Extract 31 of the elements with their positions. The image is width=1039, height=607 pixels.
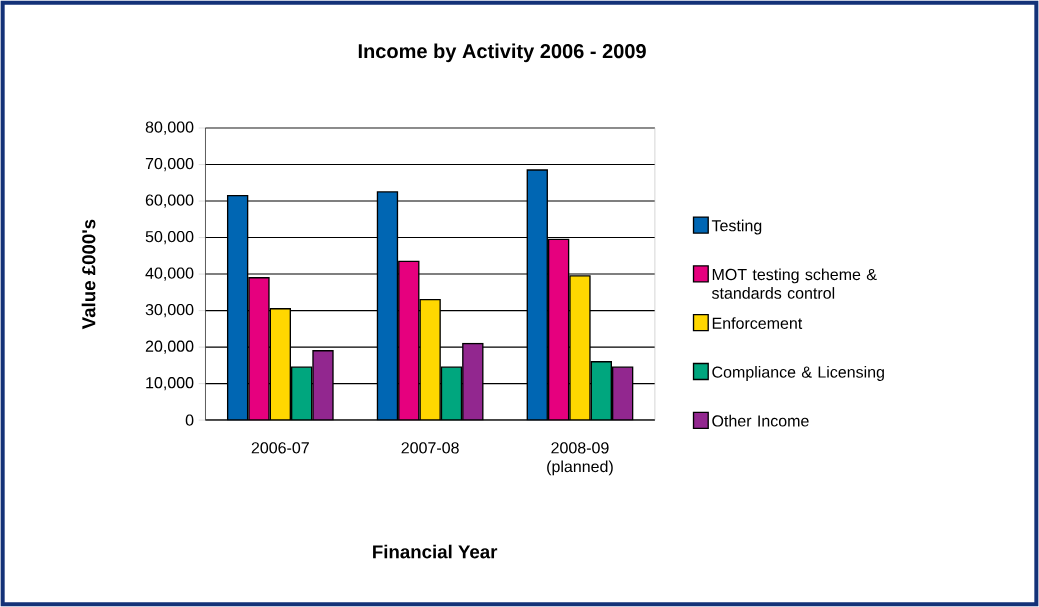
y-tick-label: 0 xyxy=(185,414,194,426)
y-tick-label: 30,000 xyxy=(145,304,194,318)
legend-label: Testing xyxy=(711,219,762,235)
y-tick-label: 70,000 xyxy=(145,158,194,172)
y-tick-label: 80,000 xyxy=(145,121,194,135)
bar xyxy=(269,308,291,421)
y-axis-title: Value £000's xyxy=(81,219,96,330)
y-tick-label: 20,000 xyxy=(145,340,194,354)
chart-title: Income by Activity 2006 - 2009 xyxy=(358,43,646,63)
legend-label: Enforcement xyxy=(712,317,803,330)
bar xyxy=(376,191,399,421)
legend-label: Other Income xyxy=(712,414,809,427)
bar xyxy=(590,361,612,421)
x-tick-label: 2007-08 xyxy=(401,442,459,454)
x-tick-label: 2008-09 (planned) xyxy=(547,442,613,476)
bar xyxy=(398,260,420,421)
x-axis-title: Financial Year xyxy=(373,544,498,559)
bar xyxy=(547,238,570,421)
bar xyxy=(526,169,548,421)
legend-label: Compliance & Licensing xyxy=(712,366,884,382)
bar xyxy=(462,342,484,421)
y-tick-label: 60,000 xyxy=(145,194,194,208)
x-tick-label: 2006-07 xyxy=(251,442,309,454)
bar xyxy=(440,366,463,421)
bar xyxy=(611,366,634,421)
y-tick-label: 40,000 xyxy=(145,267,194,281)
bar xyxy=(226,194,249,421)
legend-label: MOT testing scheme & standards control xyxy=(711,268,877,299)
y-tick-label: 10,000 xyxy=(146,377,194,391)
y-tick-label: 50,000 xyxy=(145,231,194,245)
bar xyxy=(290,366,313,421)
